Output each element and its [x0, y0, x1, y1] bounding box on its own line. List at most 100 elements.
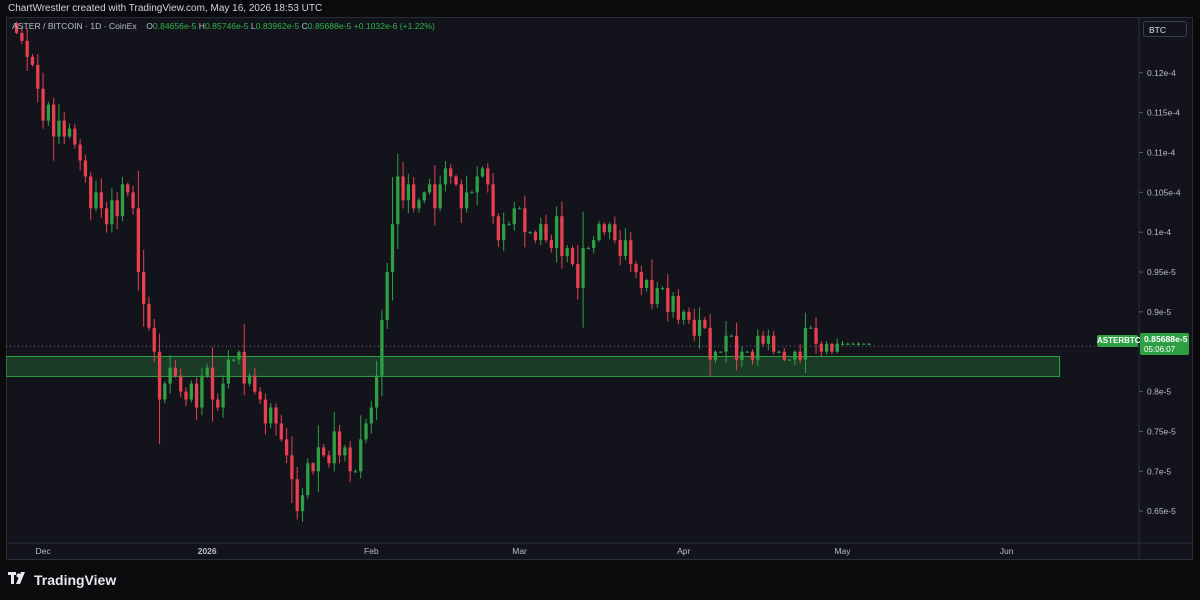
candle-body — [348, 447, 352, 472]
candle-body — [809, 327, 813, 329]
candle-body — [73, 128, 77, 145]
candle-body — [36, 64, 40, 89]
y-tick-label: 0.115e-4 — [1147, 108, 1180, 118]
candle-body — [78, 144, 82, 161]
candle-body — [581, 248, 585, 288]
y-tick-label: 0.1e-4 — [1147, 227, 1171, 237]
candle-body — [279, 423, 283, 440]
candle-body — [803, 327, 808, 360]
candle-body — [422, 192, 426, 201]
candle-body — [666, 287, 670, 312]
candle-body — [406, 184, 411, 201]
candle-body — [120, 184, 125, 217]
candle-body — [179, 375, 183, 392]
x-tick-label: 2026 — [198, 546, 217, 556]
candle-body — [544, 224, 548, 241]
candle-body — [163, 383, 167, 400]
candle-body — [194, 383, 199, 408]
candle-body — [549, 240, 553, 249]
legend-low-label: L — [250, 21, 256, 31]
candle-body — [517, 208, 522, 210]
candle-body — [856, 343, 861, 345]
candle-body — [623, 240, 628, 257]
candle-body — [851, 343, 855, 345]
candle-body — [295, 479, 299, 512]
candle-body — [814, 327, 818, 344]
candle-body — [20, 32, 24, 41]
candle-body — [655, 287, 659, 304]
candle-body — [862, 343, 866, 345]
legend-open-label: O — [146, 21, 153, 31]
candle-body — [168, 367, 172, 384]
legend-change: +0.1032e-6 (+1.22%) — [353, 21, 435, 31]
candle-body — [502, 224, 506, 241]
candle-body — [480, 168, 485, 177]
symbol-legend: ASTER / BITCOIN · 1D · CoinEx O0.84656e-… — [12, 21, 435, 31]
candle-body — [221, 383, 225, 408]
candle-body — [274, 407, 278, 424]
candle-body — [147, 303, 151, 328]
candle-body — [470, 192, 474, 194]
candle-body — [798, 351, 802, 360]
candle-body — [830, 343, 834, 352]
candle-body — [449, 168, 453, 177]
candle-body — [253, 375, 257, 392]
candle-body — [89, 176, 93, 209]
y-tick-label: 0.11e-4 — [1147, 147, 1175, 157]
candle-body — [639, 272, 643, 288]
tradingview-footer[interactable]: TradingView — [8, 571, 116, 589]
candle-body — [719, 351, 723, 353]
legend-open: 0.84656e-5 — [152, 21, 197, 31]
candle-body — [650, 280, 654, 304]
candle-body — [539, 224, 543, 241]
candle-body — [523, 208, 527, 233]
candle-body — [750, 351, 755, 360]
candle-body — [692, 319, 696, 336]
candle-body — [136, 208, 141, 273]
tradingview-logo-icon — [8, 571, 28, 589]
candle-body — [756, 335, 760, 360]
candle-body — [697, 319, 702, 336]
candle-body — [269, 407, 273, 424]
candle-body — [703, 319, 707, 328]
candle-body — [316, 447, 321, 472]
candle-body — [385, 272, 389, 320]
y-tick-label: 0.95e-5 — [1147, 267, 1176, 277]
candle-body — [586, 248, 591, 250]
candle-body — [634, 264, 638, 273]
candle-body — [570, 248, 575, 265]
support-zone — [6, 356, 1061, 377]
candle-body — [618, 240, 622, 257]
x-tick-label: Feb — [364, 546, 379, 556]
x-tick-label: Dec — [35, 546, 51, 556]
candle-body — [327, 455, 331, 464]
candle-body — [687, 311, 691, 320]
candle-body — [740, 351, 744, 360]
candle-body — [200, 375, 204, 408]
candle-body — [184, 391, 188, 400]
symbol-price-label: ASTERBTC — [1097, 335, 1141, 347]
candle-body — [782, 351, 786, 360]
candle-body — [745, 351, 749, 353]
x-tick-label: May — [834, 546, 851, 556]
chart-credit: ChartWrestler created with TradingView.c… — [8, 3, 323, 14]
candlestick-chart[interactable]: 0.65e-5 0.7e-5 0.75e-5 0.8e-5 0.9e-5 0.95e-5 0… — [6, 17, 1193, 560]
candle-body — [840, 343, 845, 345]
candle-body — [592, 240, 596, 249]
candle-body — [846, 343, 850, 345]
candle-body — [629, 240, 633, 265]
legend-symbol[interactable]: ASTER / BITCOIN · 1D · CoinEx — [12, 21, 137, 31]
candle-body — [57, 120, 61, 137]
candle-body — [486, 168, 490, 185]
candle-body — [290, 455, 294, 480]
candle-body — [512, 208, 516, 225]
brand-name: TradingView — [34, 572, 117, 588]
candle-body — [682, 311, 686, 320]
candle-body — [62, 120, 66, 137]
legend-high: 0.85746e-5 — [205, 21, 249, 31]
candle-body — [533, 232, 538, 241]
price-unit-button[interactable]: BTC — [1143, 21, 1187, 37]
candle-body — [454, 176, 458, 185]
candle-body — [772, 335, 776, 352]
candle-body — [94, 192, 98, 209]
